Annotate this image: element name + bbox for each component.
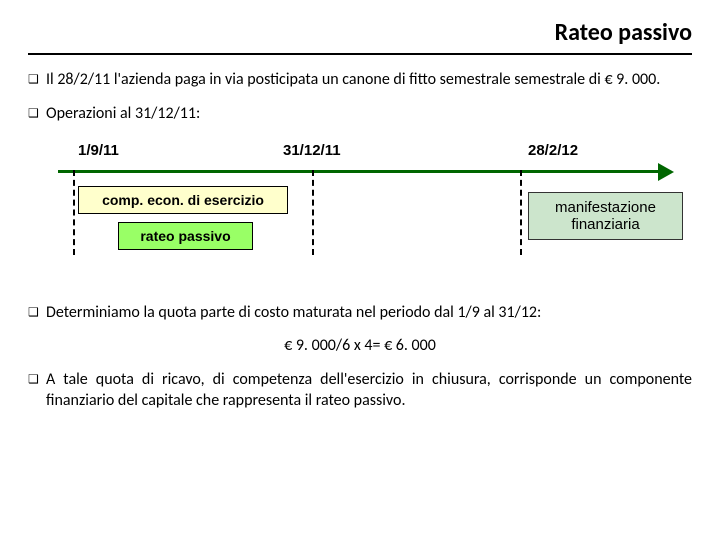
bullet-3-text: Determiniamo la quota parte di costo mat… <box>46 302 692 324</box>
bullet-2: ❑ Operazioni al 31/12/11: <box>28 103 692 125</box>
bullet-4-text: A tale quota di ricavo, di competenza de… <box>46 369 692 412</box>
bullet-3: ❑ Determiniamo la quota parte di costo m… <box>28 302 692 324</box>
calculation-text: € 9. 000/6 x 4= € 6. 000 <box>28 336 692 355</box>
timeline-axis <box>58 170 658 173</box>
date-2: 31/12/11 <box>283 142 341 159</box>
arrow-icon <box>658 163 674 181</box>
dash-2 <box>312 170 314 255</box>
timeline-diagram: 1/9/11 31/12/11 28/2/12 comp. econ. di e… <box>58 142 698 272</box>
box-comp-econ: comp. econ. di esercizio <box>78 186 288 214</box>
date-1: 1/9/11 <box>78 142 119 159</box>
bullet-1: ❑ Il 28/2/11 l'azienda paga in via posti… <box>28 69 692 91</box>
bullet-marker-icon: ❑ <box>28 103 46 122</box>
date-3: 28/2/12 <box>528 142 578 159</box>
slide: Rateo passivo ❑ Il 28/2/11 l'azienda pag… <box>0 0 720 442</box>
bullet-1-text: Il 28/2/11 l'azienda paga in via postici… <box>46 69 692 91</box>
box-rateo-passivo: rateo passivo <box>118 222 253 250</box>
bullet-marker-icon: ❑ <box>28 302 46 321</box>
dash-3 <box>520 170 522 255</box>
box-manifestazione: manifestazione finanziaria <box>528 192 683 240</box>
slide-title: Rateo passivo <box>28 18 692 47</box>
bullet-2-text: Operazioni al 31/12/11: <box>46 103 692 125</box>
bullet-marker-icon: ❑ <box>28 69 46 88</box>
bullet-marker-icon: ❑ <box>28 369 46 388</box>
title-divider <box>28 53 692 55</box>
dash-1 <box>73 170 75 255</box>
bullet-4: ❑ A tale quota di ricavo, di competenza … <box>28 369 692 412</box>
